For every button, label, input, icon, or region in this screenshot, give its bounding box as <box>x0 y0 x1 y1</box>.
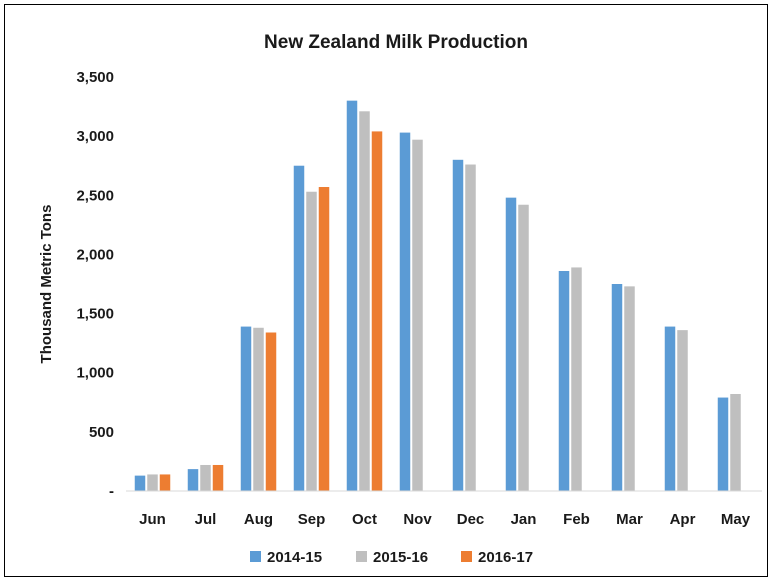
x-tick-label: Oct <box>352 511 377 528</box>
x-tick-label: Jan <box>511 511 537 528</box>
bar-2015-16-Dec <box>465 164 476 491</box>
x-tick-label: Jul <box>195 511 217 528</box>
bar-2014-15-Sep <box>293 165 305 491</box>
bar-2016-17-Jun <box>159 474 171 491</box>
bars <box>134 100 741 492</box>
bar-2015-16-Nov <box>412 139 423 492</box>
bar-2014-15-Dec <box>452 159 464 492</box>
bar-2016-17-Jul <box>212 464 224 491</box>
y-tick-label: 2,500 <box>76 187 114 204</box>
bar-2015-16-Jan <box>518 204 529 491</box>
legend-label: 2016-17 <box>478 549 533 566</box>
bar-2014-15-Nov <box>399 132 411 491</box>
x-tick-label: Aug <box>244 511 273 528</box>
bar-2014-15-Feb <box>558 270 570 491</box>
y-tick-label: 500 <box>89 424 114 441</box>
legend-swatch-2014-15 <box>250 551 261 562</box>
bar-2016-17-Sep <box>318 187 330 491</box>
bar-2014-15-Jun <box>134 475 146 491</box>
y-axis-label: Thousand Metric Tons <box>38 205 55 364</box>
y-axis-ticks: - 500 1,000 1,500 2,000 2,500 3,000 3,500 <box>76 69 114 500</box>
bar-2015-16-May <box>730 394 741 491</box>
bar-2015-16-Jun <box>147 474 158 491</box>
bar-2015-16-Sep <box>306 191 317 492</box>
bar-2015-16-Feb <box>571 267 582 491</box>
legend-swatch-2015-16 <box>356 551 367 562</box>
bar-2015-16-Mar <box>624 286 635 491</box>
bar-2014-15-Apr <box>664 326 676 491</box>
x-axis-ticks: Jun Jul Aug Sep Oct Nov Dec Jan Feb Mar Apr May <box>139 511 751 528</box>
x-tick-label: May <box>721 511 751 528</box>
y-tick-label: 2,000 <box>76 246 114 263</box>
bar-2014-15-Jan <box>505 197 517 491</box>
legend: 2014-15 2015-16 2016-17 <box>250 549 533 566</box>
x-tick-label: Mar <box>616 511 643 528</box>
y-tick-label: 1,000 <box>76 365 114 382</box>
bar-2014-15-Mar <box>611 284 623 491</box>
x-tick-label: Jun <box>139 511 166 528</box>
y-tick-label: - <box>109 483 114 500</box>
y-tick-label: 1,500 <box>76 306 114 323</box>
bar-2014-15-May <box>717 397 729 491</box>
bar-2016-17-Aug <box>265 332 277 491</box>
y-tick-label: 3,000 <box>76 128 114 145</box>
bar-2015-16-Oct <box>359 111 370 491</box>
chart-frame <box>4 4 768 577</box>
x-tick-label: Feb <box>563 511 590 528</box>
y-tick-label: 3,500 <box>76 69 114 86</box>
bar-2015-16-Aug <box>253 327 264 491</box>
x-tick-label: Dec <box>457 511 485 528</box>
bar-2014-15-Oct <box>346 100 358 492</box>
chart-title: New Zealand Milk Production <box>264 32 528 53</box>
legend-swatch-2016-17 <box>461 551 472 562</box>
x-tick-label: Apr <box>670 511 696 528</box>
bar-2014-15-Aug <box>240 326 252 491</box>
x-tick-label: Sep <box>298 511 326 528</box>
legend-label: 2015-16 <box>373 549 428 566</box>
bar-2015-16-Jul <box>200 464 211 491</box>
bar-2015-16-Apr <box>677 330 688 491</box>
x-tick-label: Nov <box>403 511 432 528</box>
bar-2014-15-Jul <box>187 469 199 491</box>
bar-2016-17-Oct <box>371 131 383 491</box>
legend-label: 2014-15 <box>267 549 322 566</box>
